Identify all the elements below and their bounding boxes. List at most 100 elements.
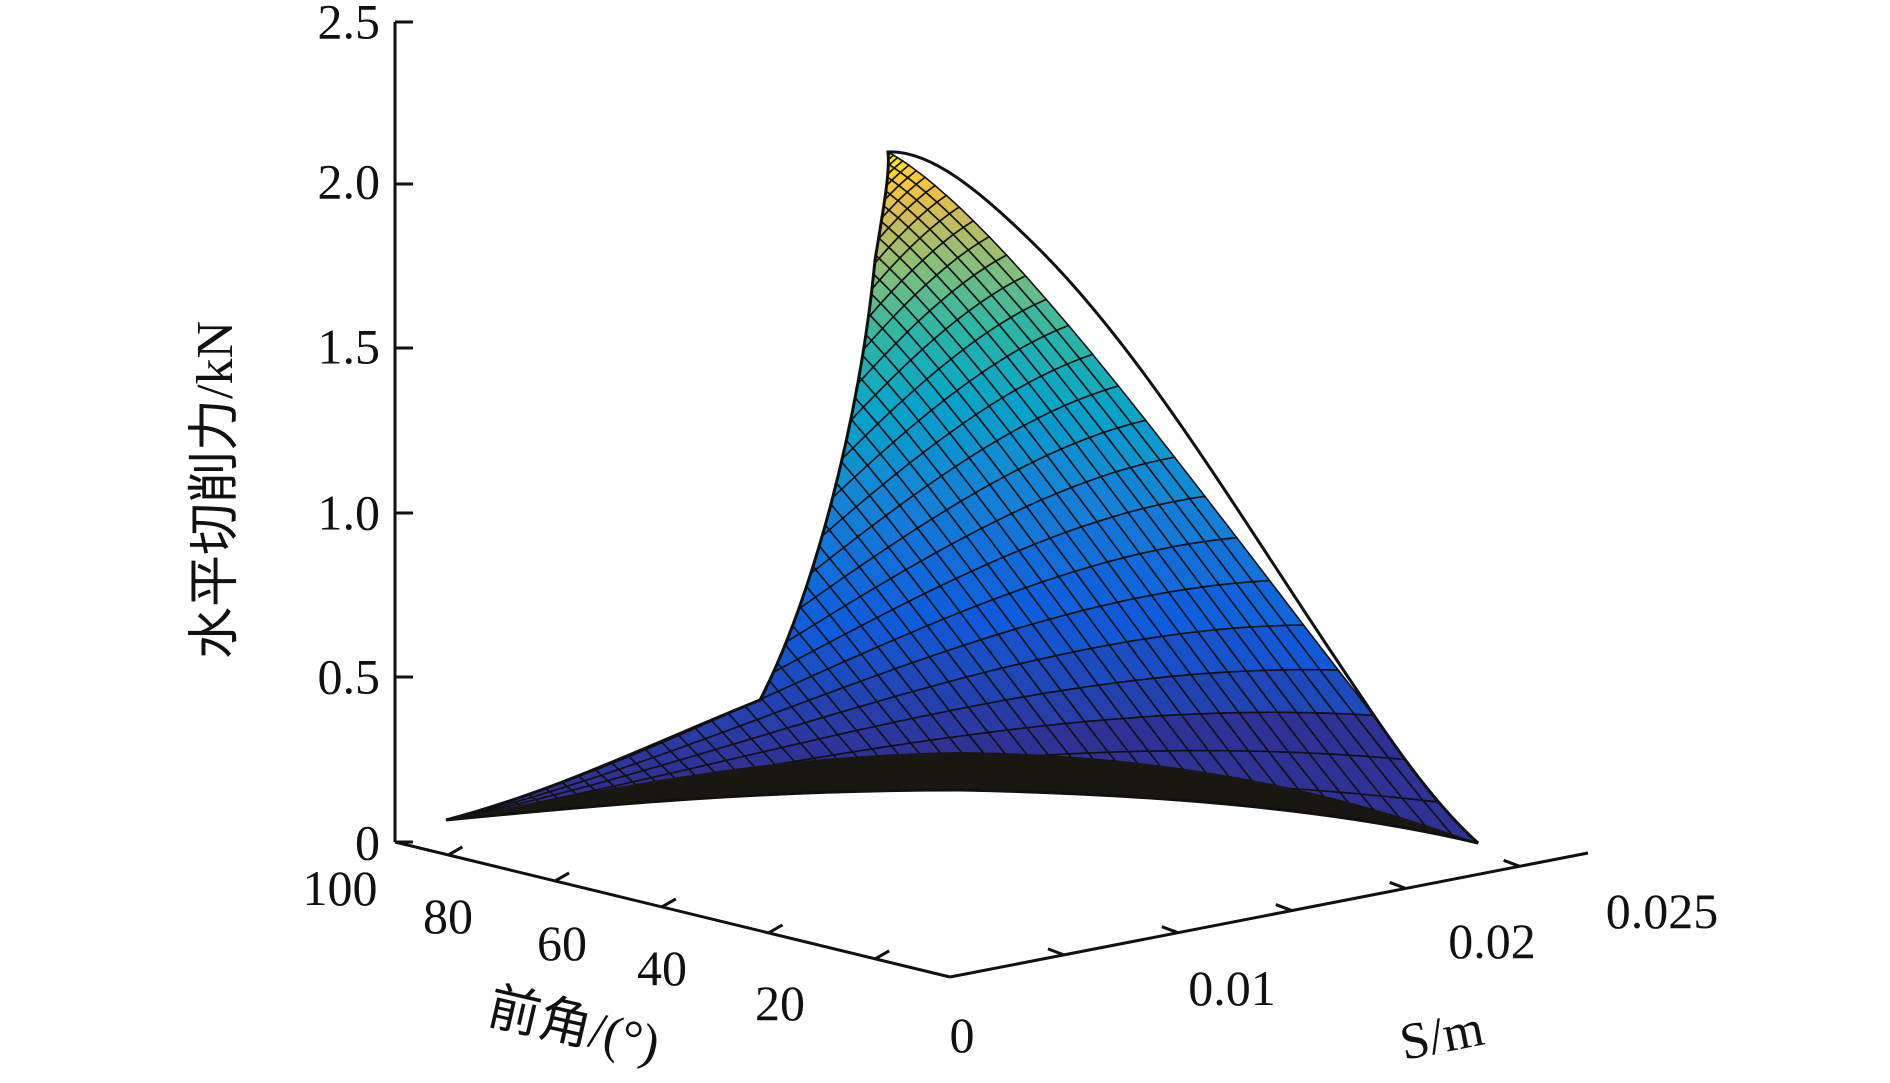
surface-patch (555, 706, 573, 723)
surface-patch (793, 394, 817, 423)
surface-patch (476, 786, 493, 798)
surface-patch (617, 687, 640, 708)
surface-patch (831, 207, 845, 224)
surface-patch (678, 647, 704, 671)
surface-patch (584, 642, 599, 661)
surface-patch (521, 729, 535, 745)
surface-patch (522, 729, 537, 745)
x-tick-mark (1047, 947, 1065, 957)
surface-layer (445, 150, 1480, 845)
surface-patch (599, 650, 618, 670)
surface-patch (522, 729, 536, 745)
surface-patch (491, 765, 508, 780)
surface-patch (550, 703, 567, 721)
surface-patch (536, 716, 552, 732)
surface-patch (757, 601, 788, 630)
surface-patch (769, 448, 794, 476)
surface-patch (839, 196, 853, 212)
surface-patch (724, 456, 745, 481)
surface-patch (600, 609, 614, 628)
surface-patch (858, 193, 876, 210)
surface-patch (609, 592, 622, 611)
surface-patch (537, 734, 556, 750)
surface-patch (753, 382, 772, 406)
surface-patch (716, 402, 730, 423)
surface-patch (740, 371, 756, 394)
x-tick-label: 0.025 (1606, 883, 1719, 939)
surface-patch (534, 716, 549, 732)
surface-patch (514, 742, 530, 757)
surface-patch (682, 547, 704, 571)
surface-patch (749, 333, 762, 353)
surface-patch (497, 781, 517, 794)
surface-patch (623, 694, 647, 714)
surface-patch (656, 505, 669, 526)
surface-patch (791, 296, 809, 319)
surface-patch (572, 657, 587, 675)
surface-patch (649, 644, 673, 667)
surface-patch (608, 611, 624, 632)
surface-patch (767, 302, 780, 320)
surface-patch (659, 506, 673, 527)
surface-patch (692, 505, 712, 529)
surface-patch (781, 311, 799, 334)
surface-patch (719, 612, 747, 638)
surface-patch (637, 540, 651, 561)
surface-patch (628, 601, 647, 623)
surface-patch (776, 511, 804, 540)
surface-patch (704, 417, 717, 438)
surface-patch (703, 417, 716, 438)
surface-patch (590, 644, 607, 664)
surface-patch (551, 687, 565, 704)
surface-patch (483, 776, 499, 789)
surface-patch (802, 431, 829, 461)
surface-patch (454, 804, 471, 814)
surface-patch (655, 573, 674, 596)
surface-patch (708, 420, 724, 442)
surface-patch (593, 646, 610, 665)
surface-patch (492, 778, 510, 791)
surface-patch (792, 419, 817, 448)
surface-patch (551, 687, 566, 704)
surface-patch (547, 740, 567, 756)
surface-patch (776, 378, 798, 404)
surface-patch (714, 424, 731, 447)
surface-patch (527, 729, 543, 745)
surface-patch (751, 334, 765, 355)
surface-patch (648, 618, 671, 641)
surface-patch (455, 805, 466, 814)
surface-patch (501, 766, 518, 780)
surface-patch (518, 742, 534, 757)
surface-patch (687, 454, 702, 475)
surface-patch (660, 578, 681, 601)
surface-patch (526, 745, 544, 761)
surface-patch (483, 776, 500, 789)
surface-patch (854, 175, 866, 188)
surface-patch (861, 212, 881, 233)
surface-patch (837, 230, 855, 250)
surface-patch (762, 319, 777, 340)
surface-patch (531, 716, 545, 732)
y-tick-label: 80 (423, 888, 473, 944)
surface-patch (568, 714, 589, 732)
surface-patch (832, 226, 849, 245)
surface-patch (561, 672, 575, 690)
surface-patch (807, 334, 830, 360)
surface-patch (506, 769, 525, 783)
surface-patch (725, 385, 740, 406)
surface-patch (485, 791, 505, 802)
surface-patch (598, 742, 624, 759)
surface-patch (530, 715, 546, 733)
surface-patch (720, 531, 744, 558)
surface-patch (687, 604, 712, 629)
surface-patch (735, 440, 755, 466)
surface-patch (517, 742, 533, 757)
surface-patch (715, 635, 743, 661)
surface-patch (579, 659, 596, 678)
surface-patch (732, 516, 756, 544)
surface-patch (724, 508, 747, 534)
surface-patch (454, 804, 468, 815)
surface-patch (708, 546, 732, 572)
surface-patch (605, 677, 627, 697)
